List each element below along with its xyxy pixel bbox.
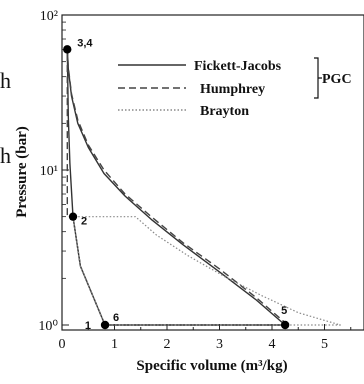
- plot-frame: [61, 14, 364, 331]
- legend-label-fickett-jacobs: Fickett-Jacobs: [194, 59, 282, 74]
- series-brayton: [72, 216, 341, 326]
- legend-label-humphrey: Humphrey: [200, 82, 265, 97]
- x-tick-label: 4: [269, 337, 276, 352]
- x-tick-label: 2: [164, 337, 171, 352]
- y-tick-label: 10⁰: [38, 319, 58, 334]
- legend-bracket-label: PGC: [322, 72, 352, 87]
- y-axis-title: Pressure (bar): [14, 126, 30, 218]
- x-tick-label: 5: [321, 337, 328, 352]
- state-point-marker: [100, 320, 110, 330]
- series-humphrey: [66, 48, 289, 326]
- state-point-marker: [68, 212, 78, 221]
- state-point-marker: [63, 45, 72, 54]
- legend: Fickett-Jacobs Humphrey Brayton PGC: [118, 57, 352, 119]
- y-tick-label: 10¹: [40, 164, 58, 179]
- state-point-label: 1: [85, 320, 91, 332]
- x-tick-label: 1: [111, 337, 118, 352]
- state-point-marker: [280, 320, 290, 330]
- legend-bracket: [314, 57, 322, 99]
- y-tick-label: 10²: [40, 9, 58, 24]
- background-fragment-middle: h: [0, 143, 11, 168]
- x-tick-label: 3: [216, 337, 223, 352]
- state-point-label: 5: [281, 305, 287, 317]
- state-points: 1 6 2 3,4 5: [63, 37, 290, 332]
- state-point-label: 2: [81, 216, 87, 228]
- background-fragment-top: h: [0, 68, 11, 93]
- state-point-label: 3,4: [77, 37, 93, 49]
- x-tick-label: 0: [59, 337, 66, 352]
- x-axis-title: Specific volume (m³/kg): [136, 358, 287, 374]
- state-point-label: 6: [113, 312, 119, 324]
- legend-label-brayton: Brayton: [200, 104, 249, 119]
- series-group: [66, 48, 341, 326]
